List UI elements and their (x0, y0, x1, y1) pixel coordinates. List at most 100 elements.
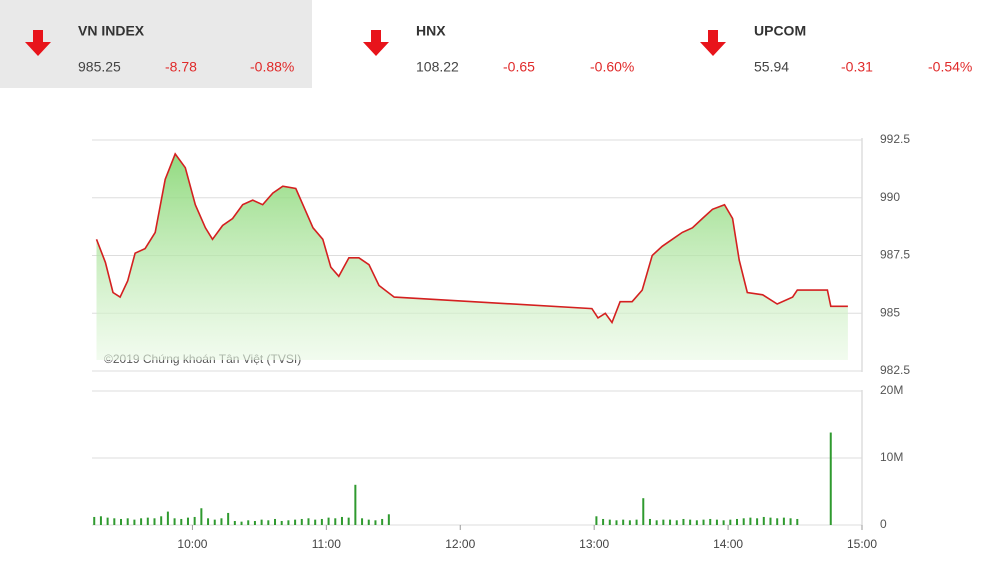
index-name: VN INDEX (78, 23, 145, 39)
index-change: -0.65 (503, 59, 535, 75)
volume-bar (628, 520, 631, 525)
index-percent: -0.88% (250, 59, 294, 75)
volume-bar (314, 519, 317, 525)
index-hnx[interactable]: HNX 108.22 -0.65 -0.60% (416, 23, 634, 75)
x-tick-label: 14:00 (713, 537, 743, 551)
volume-bar (381, 518, 384, 525)
volume-bar (193, 516, 196, 525)
y-tick-label: 20M (880, 383, 903, 397)
index-value: 985.25 (78, 59, 121, 75)
volume-bar (334, 518, 337, 525)
y-tick-label: 10M (880, 450, 903, 464)
volume-bar (233, 520, 236, 525)
volume-bar (367, 519, 370, 525)
volume-bar (756, 518, 759, 525)
volume-bar (702, 519, 705, 525)
down-arrow (363, 30, 389, 56)
volume-bar (213, 519, 216, 525)
volume-bar (354, 484, 357, 525)
volume-bar (769, 517, 772, 525)
index-value: 55.94 (754, 59, 789, 75)
volume-bar (695, 520, 698, 525)
volume-bar (280, 520, 283, 525)
volume-bar (200, 508, 203, 525)
volume-bar (682, 518, 685, 525)
volume-bar (662, 519, 665, 525)
volume-bar (106, 517, 109, 525)
volume-bar (635, 519, 638, 525)
volume-bar (622, 519, 625, 525)
volume-bar (374, 520, 377, 525)
volume-bar (648, 518, 651, 525)
index-upcom[interactable]: UPCOM 55.94 -0.31 -0.54% (754, 23, 972, 75)
x-tick-label: 13:00 (579, 537, 609, 551)
volume-bar (595, 516, 598, 525)
volume-bar (274, 518, 277, 525)
index-percent: -0.54% (928, 59, 972, 75)
y-tick-label: 985 (880, 305, 900, 319)
volume-bar (186, 517, 189, 525)
volume-bar (227, 512, 230, 525)
volume-bar (327, 517, 330, 525)
volume-bar (166, 511, 169, 525)
volume-bar (669, 519, 672, 525)
down-arrow (700, 30, 726, 56)
volume-bar (126, 518, 129, 525)
volume-bar (742, 518, 745, 525)
price-line (95, 152, 848, 325)
x-tick-label: 10:00 (177, 537, 207, 551)
volume-bar (140, 518, 143, 525)
volume-bar (709, 518, 712, 525)
volume-bar (294, 519, 297, 525)
y-tick-label: 987.5 (880, 248, 910, 262)
volume-bar (307, 518, 310, 525)
volume-bar (267, 520, 270, 525)
volume-bar (829, 432, 832, 525)
volume-bar (320, 518, 323, 525)
volume-bar (789, 518, 792, 525)
volume-bar (722, 520, 725, 525)
volume-bar (287, 520, 290, 525)
volume-bar (347, 517, 350, 525)
volume-bar (180, 518, 183, 525)
index-vn[interactable]: VN INDEX 985.25 -8.78 -0.88% (78, 23, 294, 75)
volume-bar (762, 516, 765, 525)
selected-tab[interactable] (0, 0, 312, 88)
y-tick-label: 992.5 (880, 132, 910, 146)
volume-bar (749, 517, 752, 525)
volume-bar (120, 518, 123, 525)
volume-bar (260, 519, 263, 525)
volume-bar (776, 518, 779, 525)
volume-bar (340, 516, 343, 525)
volume-bar (782, 517, 785, 525)
volume-bar (146, 517, 149, 525)
volume-bar (99, 516, 102, 525)
x-tick-label: 11:00 (312, 537, 341, 551)
volume-bar (736, 518, 739, 525)
volume-bar (602, 518, 605, 525)
volume-bar (615, 520, 618, 525)
volume-bar (207, 518, 210, 525)
volume-bar (655, 520, 658, 525)
volume-bar (796, 518, 799, 525)
volume-bar (715, 519, 718, 525)
area (96, 153, 848, 360)
y-tick-label: 982.5 (880, 363, 910, 377)
index-percent: -0.60% (590, 59, 634, 75)
x-tick-label: 15:00 (847, 537, 877, 551)
volume-bar (253, 520, 256, 525)
volume-bar (675, 520, 678, 525)
index-value: 108.22 (416, 59, 459, 75)
volume-bar (153, 518, 156, 525)
y-tick-label: 0 (880, 517, 887, 531)
index-name: HNX (416, 23, 446, 39)
volume-bar (240, 521, 243, 525)
volume-bar (608, 519, 611, 525)
volume-bar (220, 518, 223, 525)
x-tick-label: 12:00 (445, 537, 475, 551)
index-name: UPCOM (754, 23, 806, 39)
volume-bar (689, 519, 692, 525)
volume-bar (93, 516, 96, 525)
